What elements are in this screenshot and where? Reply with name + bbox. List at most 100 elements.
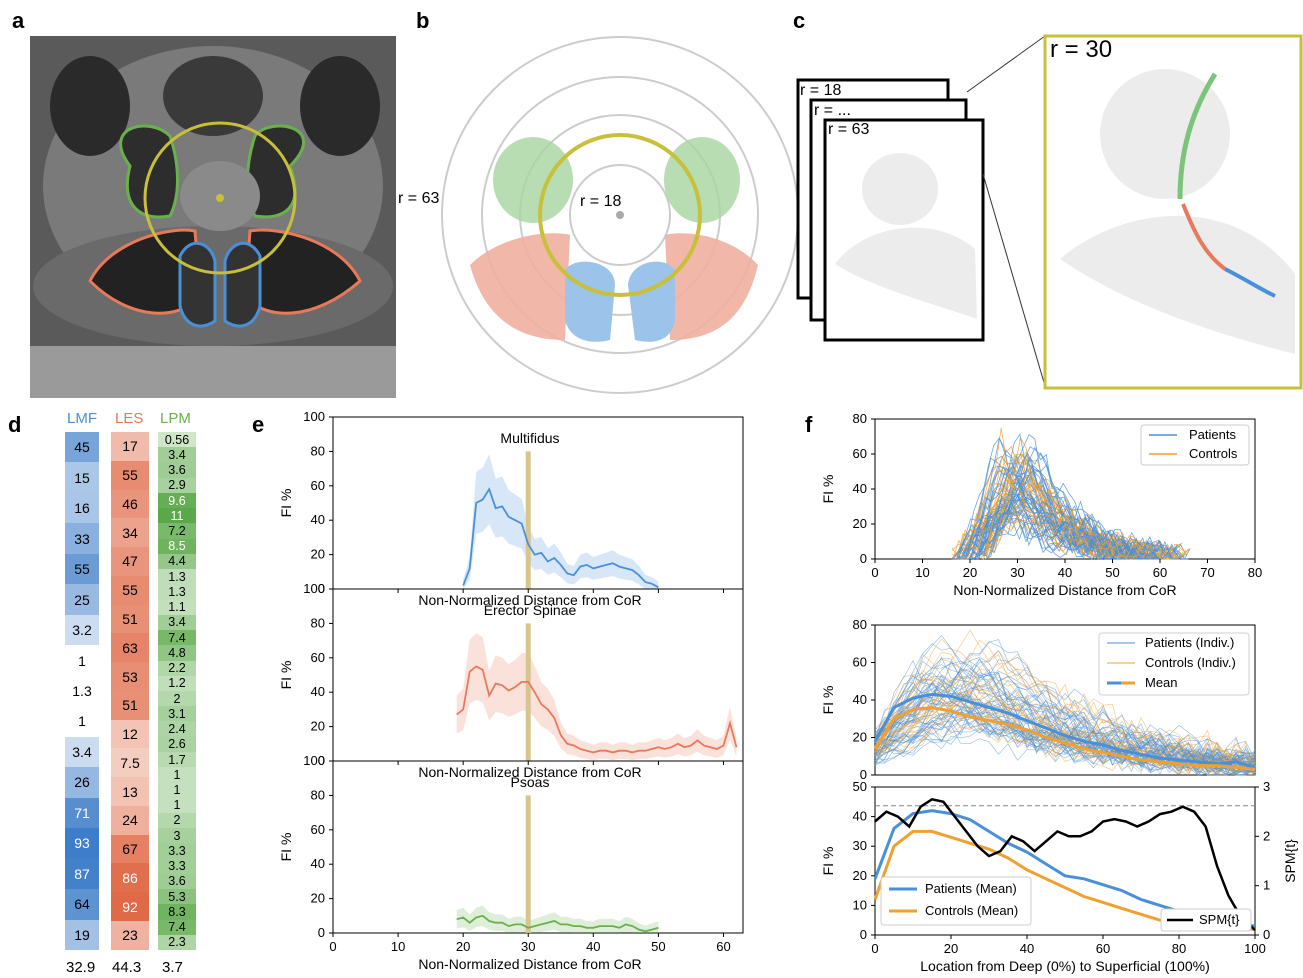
les-column: 17 55 46 34 47 55 51 63 53 51 12 7.5 13 24 67 86 92 23 [111,432,149,950]
heatmap-cell: 13 [111,777,149,806]
heatmap-cell: 1 [158,797,196,813]
mean-controls-line [873,705,1256,771]
y-tick-label: 20 [311,891,325,906]
heatmap-cell: 63 [111,633,149,663]
x-tick-label: 40 [1020,941,1034,956]
series-line [456,914,659,933]
panel-label-b: b [416,8,430,33]
legend-box [1160,908,1252,932]
legend-controls-label: Controls [1189,446,1238,461]
x-axis-label: Non-Normalized Distance from CoR [418,764,641,780]
y-tick-label: 40 [311,856,325,871]
multifidus-left-region [565,261,615,342]
heatmap-cell: 1.3 [158,584,196,600]
heatmap-cell: 1 [158,767,196,783]
frame-label-r18: r = 18 [800,82,842,99]
x-tick-label: 60 [1153,565,1167,580]
heatmap-cell: 92 [111,892,149,922]
x-tick-label: 50 [651,939,665,954]
y-tick-label: 20 [853,516,867,531]
x-tick-label: 0 [329,939,336,954]
individual-line [953,454,1188,560]
y2-tick-label: 2 [1263,828,1270,843]
individual-line [984,505,1185,560]
x-tick-label: 50 [1105,565,1119,580]
heatmap-cell: 1 [65,706,99,737]
heatmap-cell: 7.4 [158,919,196,935]
y-tick-label: 20 [311,547,325,562]
heatmap-cell: 87 [65,858,99,890]
heatmap-cell: 17 [111,432,149,461]
y-tick-label: 80 [311,787,325,802]
y-tick-label: 60 [853,655,867,670]
y2-tick-label: 3 [1263,779,1270,794]
individual-line [987,452,1183,560]
y-axis-label: FI % [820,475,836,504]
subplot-title: Multifidus [500,430,559,446]
individual-line [962,455,1174,560]
individual-line [976,445,1154,561]
mean-patients-line [873,692,1256,769]
individual-line [874,694,1256,772]
x-tick-label: 20 [944,941,958,956]
y-tick-label: 0 [860,551,867,566]
y2-tick-label: 0 [1263,927,1270,942]
heatmap-cell: 1.2 [158,675,196,691]
heatmap-cell: 3.3 [158,858,196,874]
heatmap-cell: 15 [65,462,99,493]
heatmap-cell: 55 [111,460,149,490]
series-line [456,665,738,754]
label-r18: r = 18 [580,193,621,210]
individual-line [874,683,1256,775]
frame-stack [796,34,1303,390]
y-tick-label: 60 [311,478,325,493]
legend-controls-indiv-label: Controls (Indiv.) [1145,655,1236,670]
individual-line [982,501,1137,560]
panel-label-d: d [8,412,22,437]
heatmap-cell: 3.6 [158,873,196,890]
x-tick-label: 20 [963,565,977,580]
legend-box [1098,632,1250,696]
spm-line [874,797,1256,931]
y-tick-label: 20 [853,868,867,883]
heatmap-cell: 7.2 [158,523,196,539]
heatmap-cell: 4.4 [158,553,196,570]
x-tick-label: 60 [716,939,730,954]
y-tick-label: 60 [311,822,325,837]
heatmap-cell: 24 [111,805,149,835]
x-tick-label: 0 [871,941,878,956]
legend-spm-label: SPM{t} [1199,912,1240,927]
subplot-title: Erector Spinae [484,602,577,618]
heatmap-cell: 1.1 [158,599,196,615]
x-tick-label: 60 [1096,941,1110,956]
y-tick-label: 80 [311,443,325,458]
heatmap-cell: 2 [158,812,196,829]
label-r63: r = 63 [398,190,440,207]
heatmap-cell: 16 [65,492,99,524]
heatmap-cell: 47 [111,547,149,576]
individual-line [978,446,1174,557]
y2-axis-label: SPM{t} [1282,839,1298,883]
individual-line [981,487,1142,560]
y-tick-label: 40 [311,512,325,527]
heatmap-cell: 9.6 [158,492,196,509]
y-tick-label: 80 [853,617,867,632]
y-axis-label: FI % [820,847,836,876]
y-tick-label: 30 [853,838,867,853]
frame-label-r63: r = 63 [828,121,870,138]
heatmap-cell: 11 [158,508,196,524]
individual-line [874,653,1256,755]
mri-image [30,36,396,398]
lpm-column: 0.56 3.4 3.6 2.9 9.6 11 7.2 8.5 4.4 1.3 1.3 1.1 3.4 7… [158,432,196,950]
y-tick-label: 0 [860,767,867,782]
heatmap-cell: 2.6 [158,736,196,752]
y-tick-label: 40 [311,684,325,699]
individual-line [983,492,1149,561]
panel-label-e: e [252,412,265,437]
heatmap-cell: 2.3 [158,934,196,950]
heatmap-cell: 1 [65,645,99,676]
frame-label-rdots: r = ... [814,102,851,119]
heatmap-cell: 7.5 [111,748,149,778]
y-axis-label: FI % [278,661,294,690]
